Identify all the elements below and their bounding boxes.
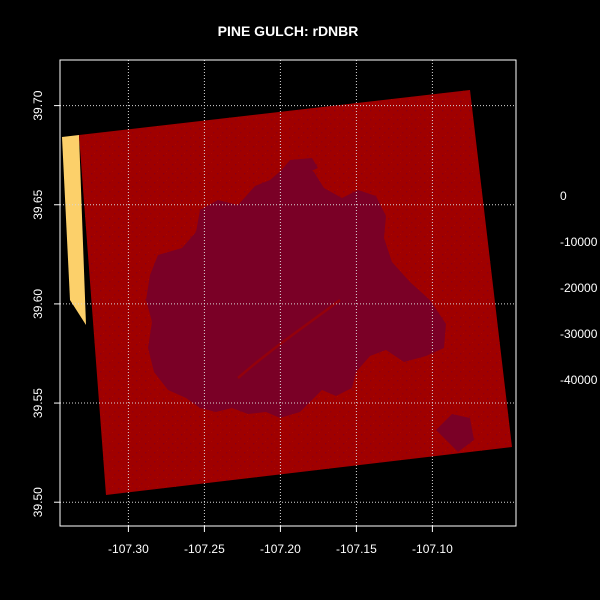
y-tick-label: 39.70: [31, 90, 45, 120]
edge-strip: [62, 135, 86, 325]
legend-label: 0: [560, 189, 567, 203]
legend-label: -40000: [560, 373, 598, 387]
burn-lobe-north: [280, 158, 318, 176]
x-tick-label: -107.15: [336, 542, 377, 556]
grid-lines: [60, 60, 516, 526]
y-tick-label: 39.55: [31, 388, 45, 418]
legend-label: -20000: [560, 281, 598, 295]
burn-perimeter: [146, 162, 446, 418]
map-title: PINE GULCH: rDNBR: [218, 23, 359, 39]
x-axis: -107.30 -107.25 -107.20 -107.15 -107.10: [108, 526, 453, 556]
y-tick-label: 39.50: [31, 487, 45, 517]
y-tick-label: 39.65: [31, 189, 45, 219]
y-axis: 39.50 39.55 39.60 39.65 39.70: [31, 90, 60, 517]
drainage-line: [237, 298, 341, 379]
burn-spot-south: [436, 414, 474, 452]
raster-layer: [62, 90, 512, 495]
legend-label: -10000: [560, 235, 598, 249]
x-tick-label: -107.30: [108, 542, 149, 556]
x-tick-label: -107.25: [184, 542, 225, 556]
legend-label: -30000: [560, 327, 598, 341]
plot-box: [59, 59, 517, 527]
x-tick-label: -107.20: [260, 542, 301, 556]
legend-labels: 0 -10000 -20000 -30000 -40000: [560, 189, 598, 387]
x-tick-label: -107.10: [412, 542, 453, 556]
y-tick-label: 39.60: [31, 289, 45, 319]
